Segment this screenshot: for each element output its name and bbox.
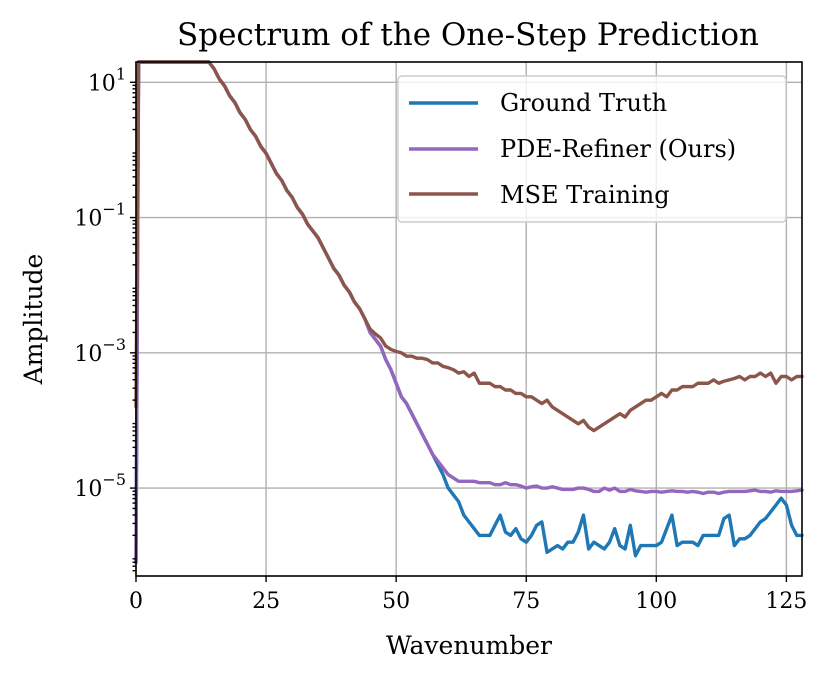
x-tick-label: 25 [252,589,280,614]
x-tick-label: 100 [635,589,677,614]
x-tick-label: 50 [382,589,410,614]
legend-label-mse-training: MSE Training [500,181,670,209]
y-axis: 101 10−1 10−3 10−5 [74,64,136,572]
y-tick-label: 10−5 [74,470,126,502]
y-tick-label: 10−1 [74,200,126,232]
x-tick-label: 125 [765,589,807,614]
y-axis-label: Amplitude [19,254,48,386]
y-tick-label: 10−3 [74,335,126,367]
legend: Ground Truth PDE-Refiner (Ours) MSE Trai… [397,75,787,223]
series-layer [134,60,804,565]
x-axis: 0 25 50 75 100 125 [129,576,807,614]
legend-label-pde-refiner: PDE-Refiner (Ours) [500,135,736,163]
plot-frame [135,61,803,577]
legend-box [397,75,787,223]
chart-title: Spectrum of the One-Step Prediction [177,17,759,53]
y-tick-label: 101 [88,64,126,96]
x-tick-label: 75 [512,589,540,614]
legend-label-ground-truth: Ground Truth [500,89,667,117]
series-line-mse-training [134,60,804,433]
x-axis-label: Wavenumber [386,631,552,660]
x-tick-label: 0 [129,589,143,614]
